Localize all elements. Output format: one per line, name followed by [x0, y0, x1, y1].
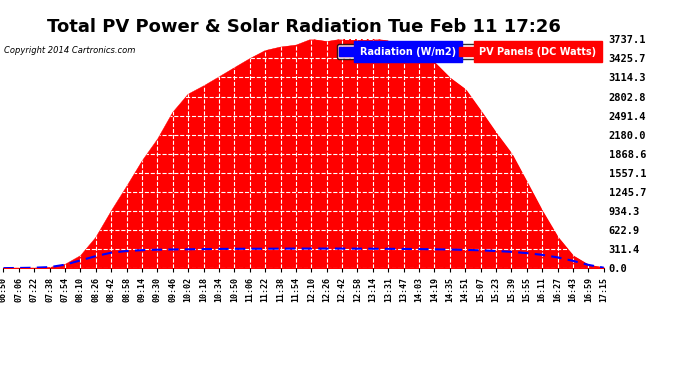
Legend: Radiation (W/m2), PV Panels (DC Watts): Radiation (W/m2), PV Panels (DC Watts) [337, 44, 599, 59]
Text: Copyright 2014 Cartronics.com: Copyright 2014 Cartronics.com [4, 46, 135, 55]
Title: Total PV Power & Solar Radiation Tue Feb 11 17:26: Total PV Power & Solar Radiation Tue Feb… [47, 18, 560, 36]
